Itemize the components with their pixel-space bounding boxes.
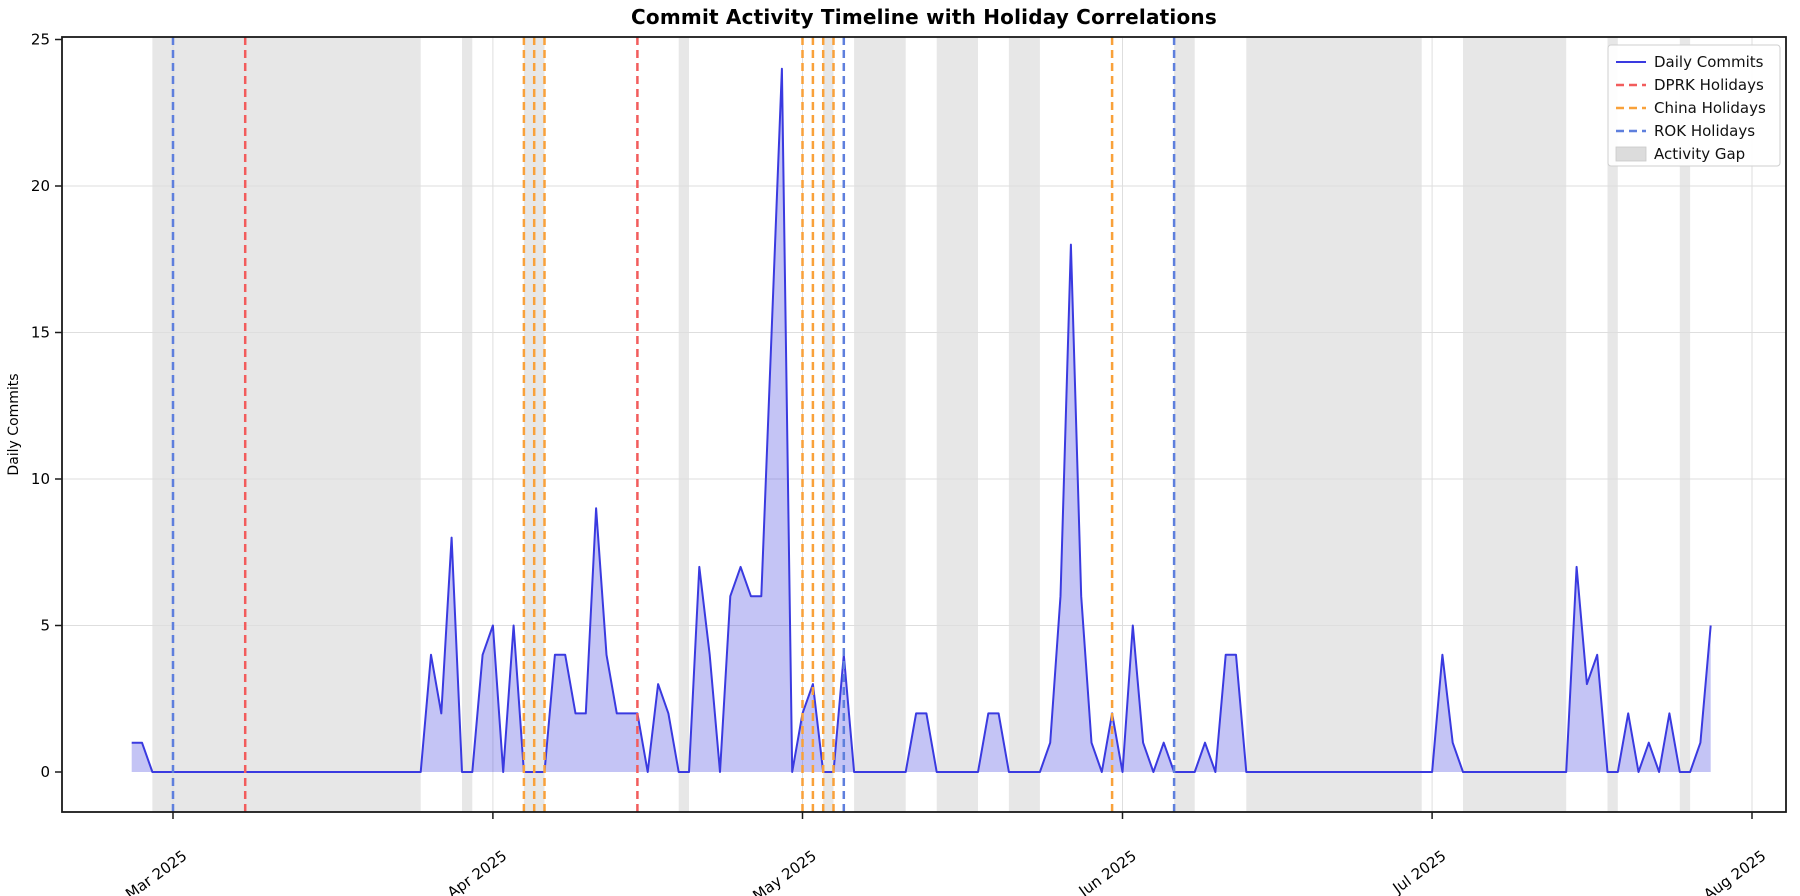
activity-gap-band [823, 37, 834, 812]
activity-gap-band [1246, 37, 1422, 812]
x-tick-label: Mar 2025 [122, 847, 190, 896]
y-tick-label: 0 [40, 763, 50, 781]
legend-sample-patch [1615, 146, 1647, 162]
daily-commits-line [131, 67, 1712, 773]
y-axis-label: Daily Commits [6, 373, 22, 475]
y-tick-label: 15 [31, 324, 50, 342]
legend-item-label: China Holidays [1654, 99, 1766, 117]
activity-gap-band [1679, 37, 1691, 812]
legend-item-label: DPRK Holidays [1654, 76, 1764, 94]
activity-gap-bands [152, 37, 1691, 812]
activity-gap-band [152, 37, 421, 812]
legend-box [1607, 44, 1781, 167]
activity-gap-band [462, 37, 473, 812]
y-tick-label: 25 [31, 31, 50, 49]
x-tick-label: Aug 2025 [1700, 847, 1769, 896]
activity-gap-band [1607, 37, 1618, 812]
legend-item-label: Activity Gap [1654, 145, 1745, 163]
activity-gap-band [523, 37, 545, 812]
activity-gap-band [1174, 37, 1195, 812]
legend: Daily Commits DPRK Holidays China Holidays… [1607, 44, 1781, 167]
activity-gap-band [1008, 37, 1040, 812]
x-tick-label: Apr 2025 [444, 847, 510, 896]
y-tick-label: 10 [31, 470, 50, 488]
activity-gap-band [678, 37, 689, 812]
x-axis: Mar 2025 Apr 2025 May 2025 Jun 2025 Jul 2025… [122, 812, 1769, 896]
y-axis: 0 5 10 15 20 25 Daily Commits [6, 31, 62, 781]
legend-item-label: ROK Holidays [1654, 122, 1755, 140]
y-tick-label: 5 [40, 617, 50, 635]
y-tick-label: 20 [31, 177, 50, 195]
x-tick-label: May 2025 [749, 847, 819, 896]
legend-item-label: Daily Commits [1654, 53, 1764, 71]
x-tick-label: Jun 2025 [1075, 847, 1140, 896]
activity-gap-band [1463, 37, 1567, 812]
activity-gap-band [936, 37, 978, 812]
chart-title: Commit Activity Timeline with Holiday Co… [631, 5, 1217, 29]
x-tick-label: Jul 2025 [1389, 847, 1450, 896]
activity-gap-band [854, 37, 906, 812]
plot-border [61, 36, 1787, 813]
